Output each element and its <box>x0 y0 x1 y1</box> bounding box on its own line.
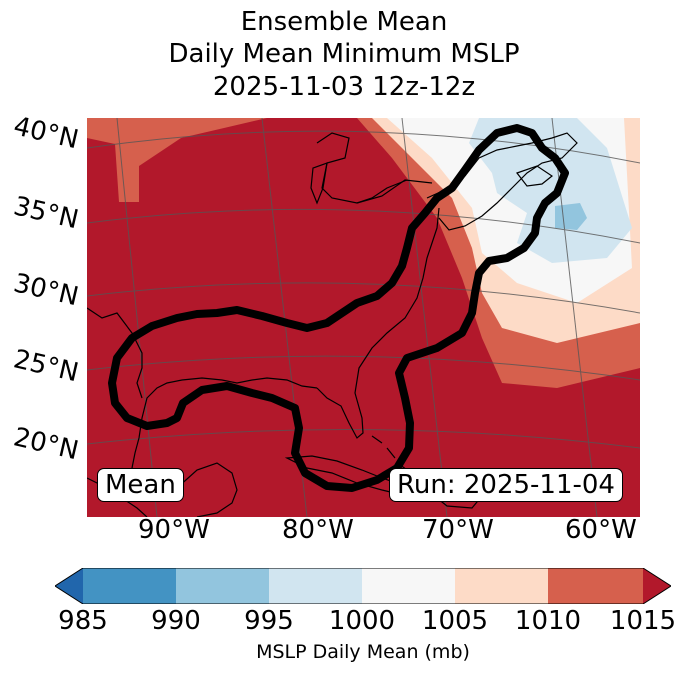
lon-label-80w: 80°W <box>282 515 354 545</box>
colorbar-tick-985: 985 <box>58 606 108 636</box>
map-panel: Mean Run: 2025-11-04 <box>86 117 641 518</box>
mean-label: Mean <box>97 468 184 502</box>
title-line-1: Ensemble Mean <box>240 7 448 37</box>
colorbar-bin-1010-1015 <box>548 568 643 604</box>
map-svg <box>86 117 641 518</box>
gulf-coast <box>131 377 318 469</box>
lat-line-25n <box>86 355 641 381</box>
lat-line-30n <box>86 282 641 314</box>
colorbar-svg <box>54 567 672 605</box>
lat-label-40n: 40°N <box>10 111 82 156</box>
lat-line-35n <box>86 208 641 244</box>
colorbar-tick-1000: 1000 <box>328 606 396 636</box>
nova-scotia <box>516 165 554 187</box>
colorbar-bin-985-990 <box>83 568 176 604</box>
lon-label-60w: 60°W <box>565 515 637 545</box>
colorbar-tick-1010: 1010 <box>514 606 582 636</box>
lat-label-20n: 20°N <box>10 422 82 467</box>
colorbar-bin-990-995 <box>176 568 269 604</box>
colorbar-tick-995: 995 <box>244 606 294 636</box>
us-east-coast <box>316 207 440 439</box>
colorbar-label: MSLP Daily Mean (mb) <box>256 641 470 663</box>
lat-label-25n: 25°N <box>10 344 82 389</box>
coastlines <box>86 132 578 518</box>
lon-line-90w <box>116 117 158 518</box>
lon-label-70w: 70°W <box>422 515 494 545</box>
texas-coast <box>86 307 143 399</box>
colorbar-bin-1000-1005 <box>362 568 455 604</box>
colorbar-extend-low <box>55 568 83 604</box>
colorbar-tick-1015: 1015 <box>609 606 677 636</box>
lat-label-30n: 30°N <box>10 268 82 313</box>
colorbar-extend-high <box>643 568 671 604</box>
new-england-coast <box>426 132 578 231</box>
lon-line-70w <box>401 117 448 518</box>
lake-erie-ontario <box>356 179 433 204</box>
colorbar-tick-990: 990 <box>151 606 201 636</box>
lon-line-80w <box>261 117 308 518</box>
contour-line <box>108 124 569 492</box>
run-label: Run: 2025-11-04 <box>389 468 623 502</box>
pressure-field-1005-1010 <box>87 118 267 202</box>
colorbar-bin-1005-1010 <box>455 568 548 604</box>
colorbar-tick-1005: 1005 <box>421 606 489 636</box>
pressure-field-985-990 <box>555 203 587 230</box>
graticule <box>86 117 641 518</box>
lat-label-35n: 35°N <box>10 191 82 236</box>
title-line-3: 2025-11-03 12z-12z <box>212 72 476 102</box>
colorbar-bin-995-1000 <box>269 568 362 604</box>
colorbar <box>54 567 672 605</box>
great-lakes <box>316 132 408 204</box>
lat-line-40n <box>86 130 641 164</box>
lake-michigan <box>310 162 328 205</box>
title-line-2: Daily Mean Minimum MSLP <box>168 39 520 69</box>
lon-label-90w: 90°W <box>138 515 210 545</box>
